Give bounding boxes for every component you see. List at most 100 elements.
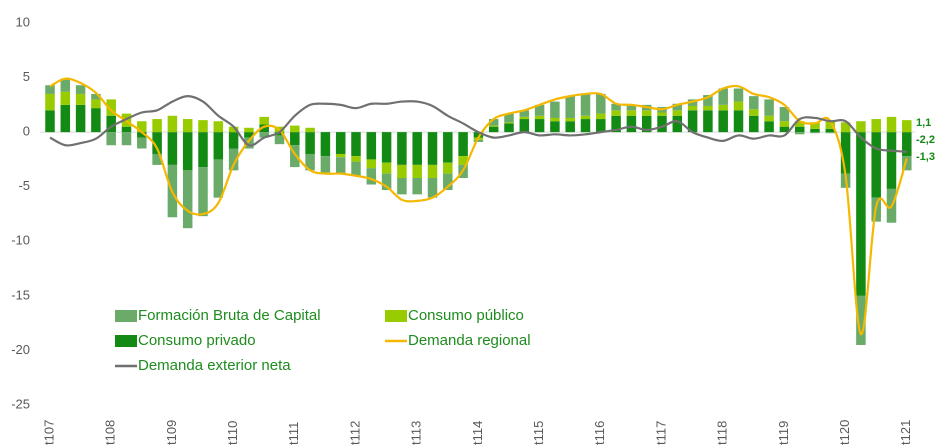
x-tick-label: t109 bbox=[164, 420, 179, 445]
bar bbox=[137, 121, 147, 133]
bar bbox=[504, 122, 514, 124]
bar bbox=[718, 110, 728, 133]
bar bbox=[75, 93, 86, 105]
bar bbox=[443, 162, 453, 174]
bar bbox=[366, 159, 377, 169]
bar bbox=[794, 126, 805, 133]
x-tick-label: t118 bbox=[715, 421, 730, 445]
bar bbox=[381, 162, 392, 174]
bar bbox=[703, 110, 713, 133]
bar bbox=[565, 117, 575, 122]
x-tick-label: t115 bbox=[531, 421, 546, 445]
bar bbox=[641, 115, 652, 133]
bar bbox=[641, 110, 652, 116]
legend-label: Formación Bruta de Capital bbox=[138, 307, 321, 324]
bar bbox=[565, 96, 575, 118]
bar bbox=[902, 120, 912, 133]
bar bbox=[381, 173, 392, 190]
y-tick-label: 10 bbox=[16, 14, 30, 29]
bar bbox=[244, 137, 254, 149]
bar bbox=[121, 126, 132, 133]
bar bbox=[611, 110, 621, 116]
bar bbox=[596, 113, 606, 120]
legend-swatch bbox=[385, 310, 407, 322]
bar bbox=[488, 119, 499, 126]
bar bbox=[733, 101, 744, 111]
x-tick-label: t117 bbox=[653, 421, 668, 445]
bar bbox=[672, 115, 683, 133]
bar bbox=[228, 126, 239, 133]
bar bbox=[626, 104, 637, 111]
bar bbox=[565, 121, 575, 133]
bar bbox=[580, 93, 591, 116]
y-tick-label: -5 bbox=[18, 178, 30, 193]
bar bbox=[550, 117, 560, 122]
bar bbox=[733, 110, 744, 133]
x-tick-label: t108 bbox=[103, 420, 118, 445]
bar bbox=[121, 132, 132, 146]
bar bbox=[840, 122, 851, 133]
bar bbox=[779, 121, 790, 127]
bar bbox=[825, 128, 836, 133]
bar bbox=[213, 132, 224, 160]
bar bbox=[703, 105, 713, 111]
bar bbox=[718, 88, 728, 105]
bar bbox=[137, 132, 147, 138]
y-tick-label: -10 bbox=[11, 233, 30, 248]
x-tick-label: t113 bbox=[409, 421, 424, 445]
bar bbox=[335, 153, 346, 158]
bar bbox=[213, 121, 224, 133]
bar bbox=[259, 116, 269, 125]
bar bbox=[687, 105, 698, 111]
x-tick-label: t119 bbox=[776, 421, 791, 445]
bar bbox=[718, 104, 728, 111]
bar bbox=[611, 115, 621, 133]
bar bbox=[198, 167, 208, 217]
bar bbox=[886, 132, 897, 189]
bar bbox=[596, 93, 606, 114]
bar bbox=[305, 132, 315, 154]
bar bbox=[244, 127, 254, 133]
line bbox=[49, 95, 907, 153]
bar bbox=[60, 78, 71, 92]
bar bbox=[75, 104, 86, 133]
x-tick-label: t107 bbox=[41, 420, 56, 445]
bar bbox=[687, 110, 698, 133]
bar bbox=[397, 164, 407, 178]
bar bbox=[749, 109, 759, 116]
bar bbox=[657, 112, 667, 116]
bar bbox=[672, 110, 683, 116]
bar bbox=[167, 115, 178, 133]
bar bbox=[902, 132, 912, 157]
bar bbox=[550, 101, 560, 118]
bar bbox=[274, 135, 285, 145]
bar bbox=[580, 115, 591, 120]
bar bbox=[91, 99, 101, 109]
bar bbox=[259, 124, 269, 133]
bar bbox=[351, 156, 361, 162]
x-tick-label: t110 bbox=[225, 421, 240, 445]
bar bbox=[779, 107, 790, 122]
bar bbox=[764, 115, 774, 122]
annotation: 1,1 bbox=[916, 117, 931, 129]
bar bbox=[764, 99, 774, 116]
bar bbox=[290, 132, 300, 146]
bar bbox=[611, 103, 621, 111]
bar bbox=[198, 132, 208, 168]
bar bbox=[856, 295, 866, 345]
bar bbox=[137, 137, 147, 149]
bar bbox=[657, 115, 667, 133]
x-tick-label: t116 bbox=[592, 421, 607, 445]
bar bbox=[443, 132, 453, 163]
bar bbox=[488, 125, 499, 127]
bar bbox=[412, 132, 422, 165]
bar bbox=[779, 126, 790, 133]
bar bbox=[106, 99, 116, 116]
bar bbox=[412, 177, 422, 195]
x-tick-label: t111 bbox=[286, 422, 301, 445]
bar bbox=[228, 148, 239, 171]
bar bbox=[856, 132, 866, 296]
y-tick-label: 5 bbox=[23, 69, 30, 84]
bar bbox=[305, 153, 315, 171]
bar bbox=[840, 132, 851, 174]
